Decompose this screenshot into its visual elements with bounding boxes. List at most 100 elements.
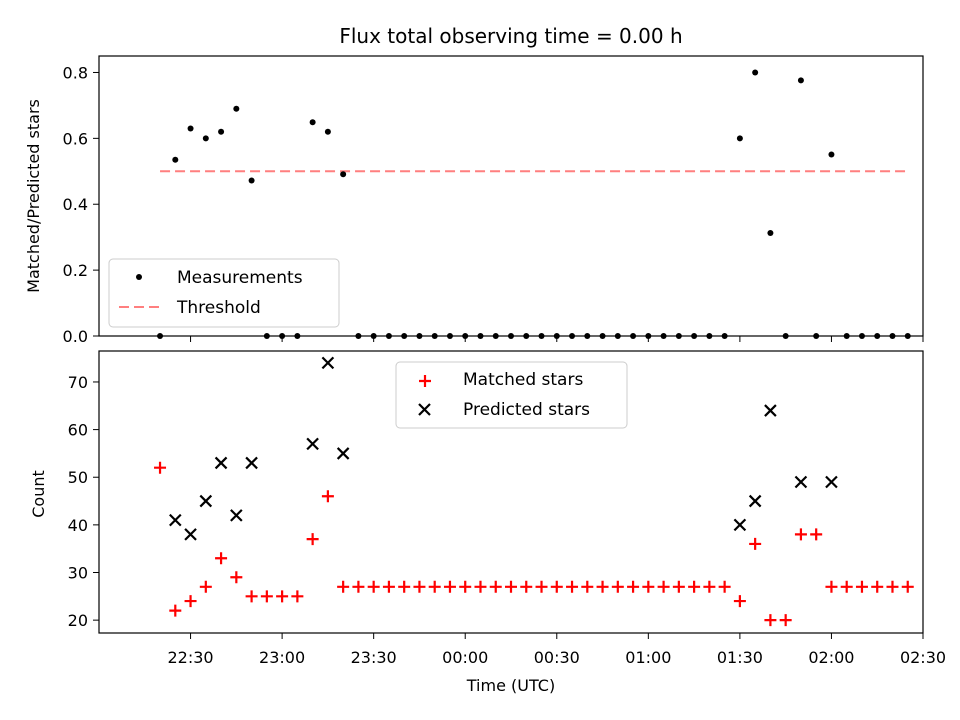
matched-star-point	[810, 528, 823, 541]
x-tick-label: 02:30	[900, 648, 946, 667]
predicted-star-point	[748, 494, 762, 508]
matched-star-point	[199, 580, 212, 593]
predicted-star-point	[321, 356, 335, 370]
predicted-star-point	[230, 509, 243, 522]
matched-star-point	[520, 580, 533, 593]
predicted-star-point	[214, 456, 228, 470]
matched-star-point	[718, 580, 731, 593]
matched-star-point	[581, 580, 594, 593]
measurement-point	[248, 177, 255, 184]
matched-star-point	[291, 590, 304, 603]
legend-matched-marker	[419, 375, 431, 387]
legend-predicted-marker	[418, 403, 431, 416]
count-y-tick-label: 60	[68, 421, 88, 440]
matched-star-point	[657, 580, 670, 593]
predicted-star-point	[169, 513, 182, 527]
count-legend-box	[395, 361, 628, 429]
legend-predicted-label: Predicted stars	[463, 400, 590, 420]
matched-star-point	[245, 590, 258, 603]
matched-star-point	[672, 580, 685, 593]
measurement-point	[172, 156, 179, 163]
matched-star-point	[321, 490, 334, 503]
matched-star-point	[901, 580, 914, 593]
count-legend: Matched stars Predicted stars	[395, 361, 628, 429]
ratio-y-axis-label: Matched/Predicted stars	[24, 99, 43, 293]
x-tick-label: 01:00	[625, 648, 671, 667]
x-tick-label: 00:30	[534, 648, 580, 667]
chart-title: Flux total observing time = 0.00 h	[339, 24, 682, 48]
ratio-legend-box	[108, 258, 340, 328]
matched-star-point	[535, 580, 548, 593]
ratio-y-tick-label: 0.4	[63, 195, 88, 214]
matched-star-point	[337, 580, 350, 593]
matched-star-point	[703, 580, 716, 593]
count-y-axis-label: Count	[29, 470, 48, 518]
x-axis-label: Time (UTC)	[466, 676, 555, 695]
count-panel: 20 30 40 50 60 70 22:30 23:00 23:30 00:00 00:30 01:…	[29, 350, 946, 695]
matched-star-point	[474, 580, 487, 593]
legend-threshold-label: Threshold	[176, 298, 261, 318]
matched-star-point	[184, 595, 197, 608]
matched-star-point	[505, 580, 517, 593]
matched-star-point	[840, 580, 853, 593]
matched-star-point	[413, 580, 426, 593]
ratio-y-tick-label: 0.8	[63, 63, 88, 82]
x-tick-label: 00:00	[442, 648, 488, 667]
ratio-y-tick-label: 0.6	[63, 129, 88, 148]
predicted-star-point	[733, 518, 747, 532]
predicted-star-point	[184, 528, 197, 541]
matched-star-point	[489, 580, 502, 593]
matched-star-point	[794, 528, 807, 541]
matched-star-point	[276, 590, 289, 603]
ratio-y-tick-label: 0.0	[63, 327, 88, 346]
x-tick-label: 01:30	[717, 648, 763, 667]
matched-star-point	[306, 533, 319, 546]
count-panel-frame	[98, 350, 924, 634]
predicted-star-point	[199, 494, 213, 508]
count-y-tick-label: 70	[68, 373, 88, 392]
matched-star-point	[855, 580, 868, 593]
measurement-point	[797, 77, 804, 84]
matched-star-point	[443, 580, 456, 593]
matched-star-point	[260, 590, 273, 603]
matched-star-point	[764, 614, 777, 627]
matched-star-point	[428, 580, 441, 593]
matched-star-point	[459, 580, 472, 593]
measurement-point	[767, 230, 774, 237]
measurement-point	[218, 128, 225, 135]
count-y-tick-label: 20	[68, 611, 88, 630]
matched-star-point	[230, 571, 243, 584]
legend-measurements-label: Measurements	[177, 268, 303, 288]
matched-star-point	[367, 580, 380, 593]
matched-star-point	[596, 580, 609, 593]
matched-star-point	[871, 580, 884, 593]
x-tick-label: 22:30	[168, 648, 214, 667]
measurement-point	[233, 105, 240, 112]
measurement-point	[752, 69, 759, 76]
measurement-point	[340, 171, 347, 178]
measurement-point	[736, 135, 743, 142]
matched-star-point	[169, 604, 182, 617]
measurement-point	[324, 128, 331, 135]
measurement-point	[309, 119, 316, 126]
ratio-y-tick-label: 0.2	[63, 261, 88, 280]
matched-star-point	[382, 580, 395, 593]
predicted-star-point	[825, 475, 838, 489]
legend-measurements-marker	[136, 274, 142, 280]
ratio-legend: Measurements Threshold	[108, 258, 340, 328]
legend-matched-label: Matched stars	[463, 370, 583, 390]
x-tick-label: 23:00	[259, 648, 305, 667]
matched-star-point	[611, 580, 624, 593]
matched-star-point	[688, 580, 701, 593]
matched-star-point	[733, 595, 746, 608]
matched-star-point	[886, 580, 899, 593]
matched-star-point	[627, 580, 640, 593]
predicted-star-point	[764, 404, 777, 417]
count-y-tick-label: 50	[68, 468, 88, 487]
count-y-tick-label: 30	[68, 564, 88, 583]
count-y-tick-label: 40	[68, 516, 88, 535]
measurement-point	[202, 135, 209, 142]
matched-star-point	[566, 580, 579, 593]
x-tick-label: 23:30	[351, 648, 397, 667]
